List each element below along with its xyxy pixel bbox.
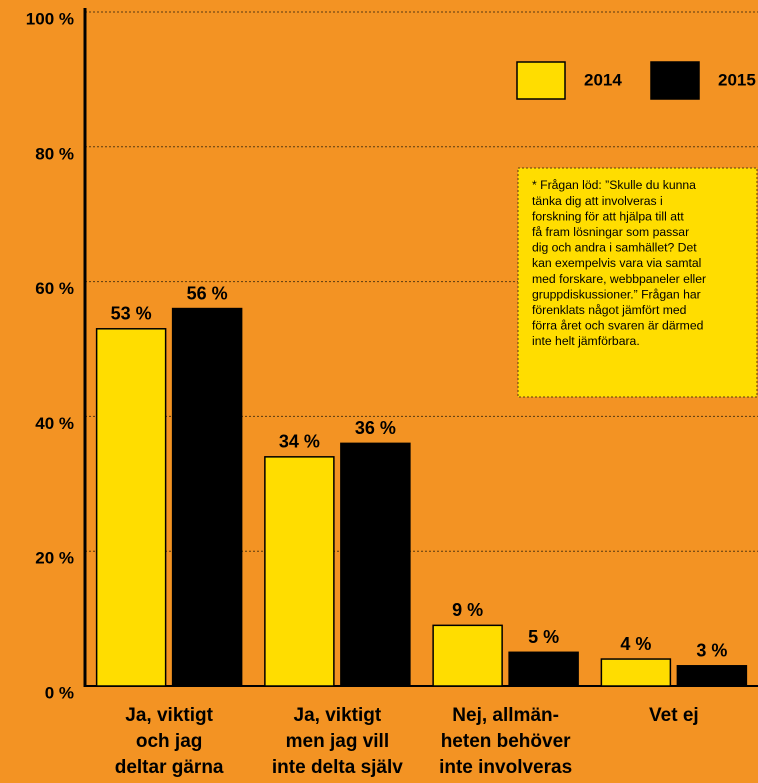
note-text: få fram lösningar som passar — [532, 225, 689, 239]
y-tick-label: 60 % — [35, 279, 74, 298]
data-label: 5 % — [528, 627, 559, 647]
note-text: dig och andra i samhället? Det — [532, 241, 697, 255]
x-tick-label: heten behöver — [441, 731, 571, 752]
data-label: 36 % — [355, 418, 396, 438]
legend-swatch — [650, 61, 700, 100]
x-tick-label: Nej, allmän- — [452, 705, 559, 726]
note-text: med forskare, webbpaneler eller — [532, 272, 706, 286]
x-tick-label: och jag — [136, 731, 203, 752]
data-label: 9 % — [452, 600, 483, 620]
bar — [676, 665, 748, 687]
bar — [340, 442, 411, 687]
note-text: förra året och svaren är därmed — [532, 319, 703, 333]
data-label: 34 % — [279, 432, 320, 452]
legend-swatch — [516, 61, 566, 100]
note-text: kan exempelvis vara via samtal — [532, 256, 701, 270]
note-text: forskning för att hjälpa till att — [532, 209, 684, 223]
note-text: * Frågan löd: ”Skulle du kunna — [532, 178, 696, 192]
x-tick-label: Vet ej — [649, 705, 699, 726]
legend-label: 2015 — [718, 70, 756, 89]
legend-label: 2014 — [584, 70, 622, 89]
note-text: förenklats något jämfört med — [532, 303, 686, 317]
y-tick-label: 100 % — [26, 9, 74, 28]
x-tick-label: Ja, viktigt — [125, 705, 213, 726]
note-text: gruppdiskussioner.” Frågan har — [532, 287, 701, 301]
data-label: 3 % — [696, 641, 727, 661]
x-tick-label: deltar gärna — [115, 757, 224, 778]
x-tick-label: Ja, viktigt — [294, 705, 382, 726]
y-tick-label: 20 % — [35, 549, 74, 568]
bar — [508, 651, 579, 687]
x-tick-label: men jag vill — [286, 731, 389, 752]
bar — [432, 624, 503, 687]
bar — [600, 658, 672, 687]
y-tick-label: 40 % — [35, 414, 74, 433]
data-label: 4 % — [620, 634, 651, 654]
data-label: 53 % — [111, 304, 152, 324]
note-box — [517, 167, 758, 398]
note-text: inte helt jämförbara. — [532, 334, 640, 348]
note-text: tänka dig att involveras i — [532, 194, 663, 208]
bar — [95, 328, 167, 687]
data-label: 56 % — [187, 283, 228, 303]
y-tick-label: 0 % — [45, 683, 74, 702]
x-tick-label: inte delta själv — [272, 757, 403, 778]
bar — [171, 307, 243, 687]
y-tick-label: 80 % — [35, 144, 74, 163]
bar — [264, 456, 335, 687]
x-tick-label: inte involveras — [439, 757, 572, 778]
